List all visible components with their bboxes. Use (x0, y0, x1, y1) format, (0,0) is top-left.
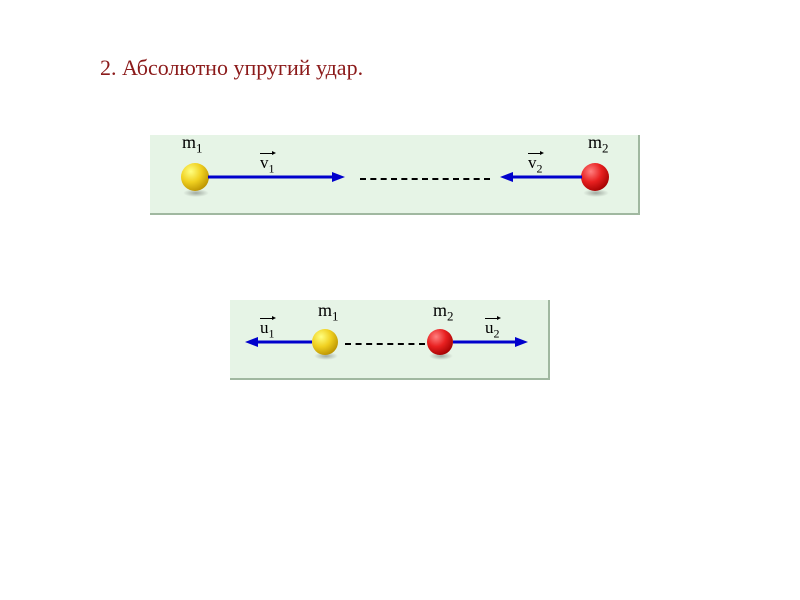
v2-sub: 2 (537, 161, 543, 175)
velocity-arrow-v2 (150, 135, 640, 215)
page-title: 2. Абсолютно упругий удар. (100, 55, 363, 81)
collision-axis-2 (345, 343, 425, 345)
velocity-arrow-u2 (230, 300, 550, 380)
velocity-label-u2: u2 (485, 318, 500, 341)
u2-sub: 2 (494, 326, 500, 340)
diagram-before-collision: m1 m2 v1 v2 (150, 135, 640, 215)
diagram-after-collision: m1 m2 u1 u2 (230, 300, 550, 380)
collision-axis-1 (360, 178, 490, 180)
velocity-label-v2: v2 (528, 153, 543, 176)
u2-symbol: u (485, 318, 494, 337)
v2-symbol: v (528, 153, 537, 172)
